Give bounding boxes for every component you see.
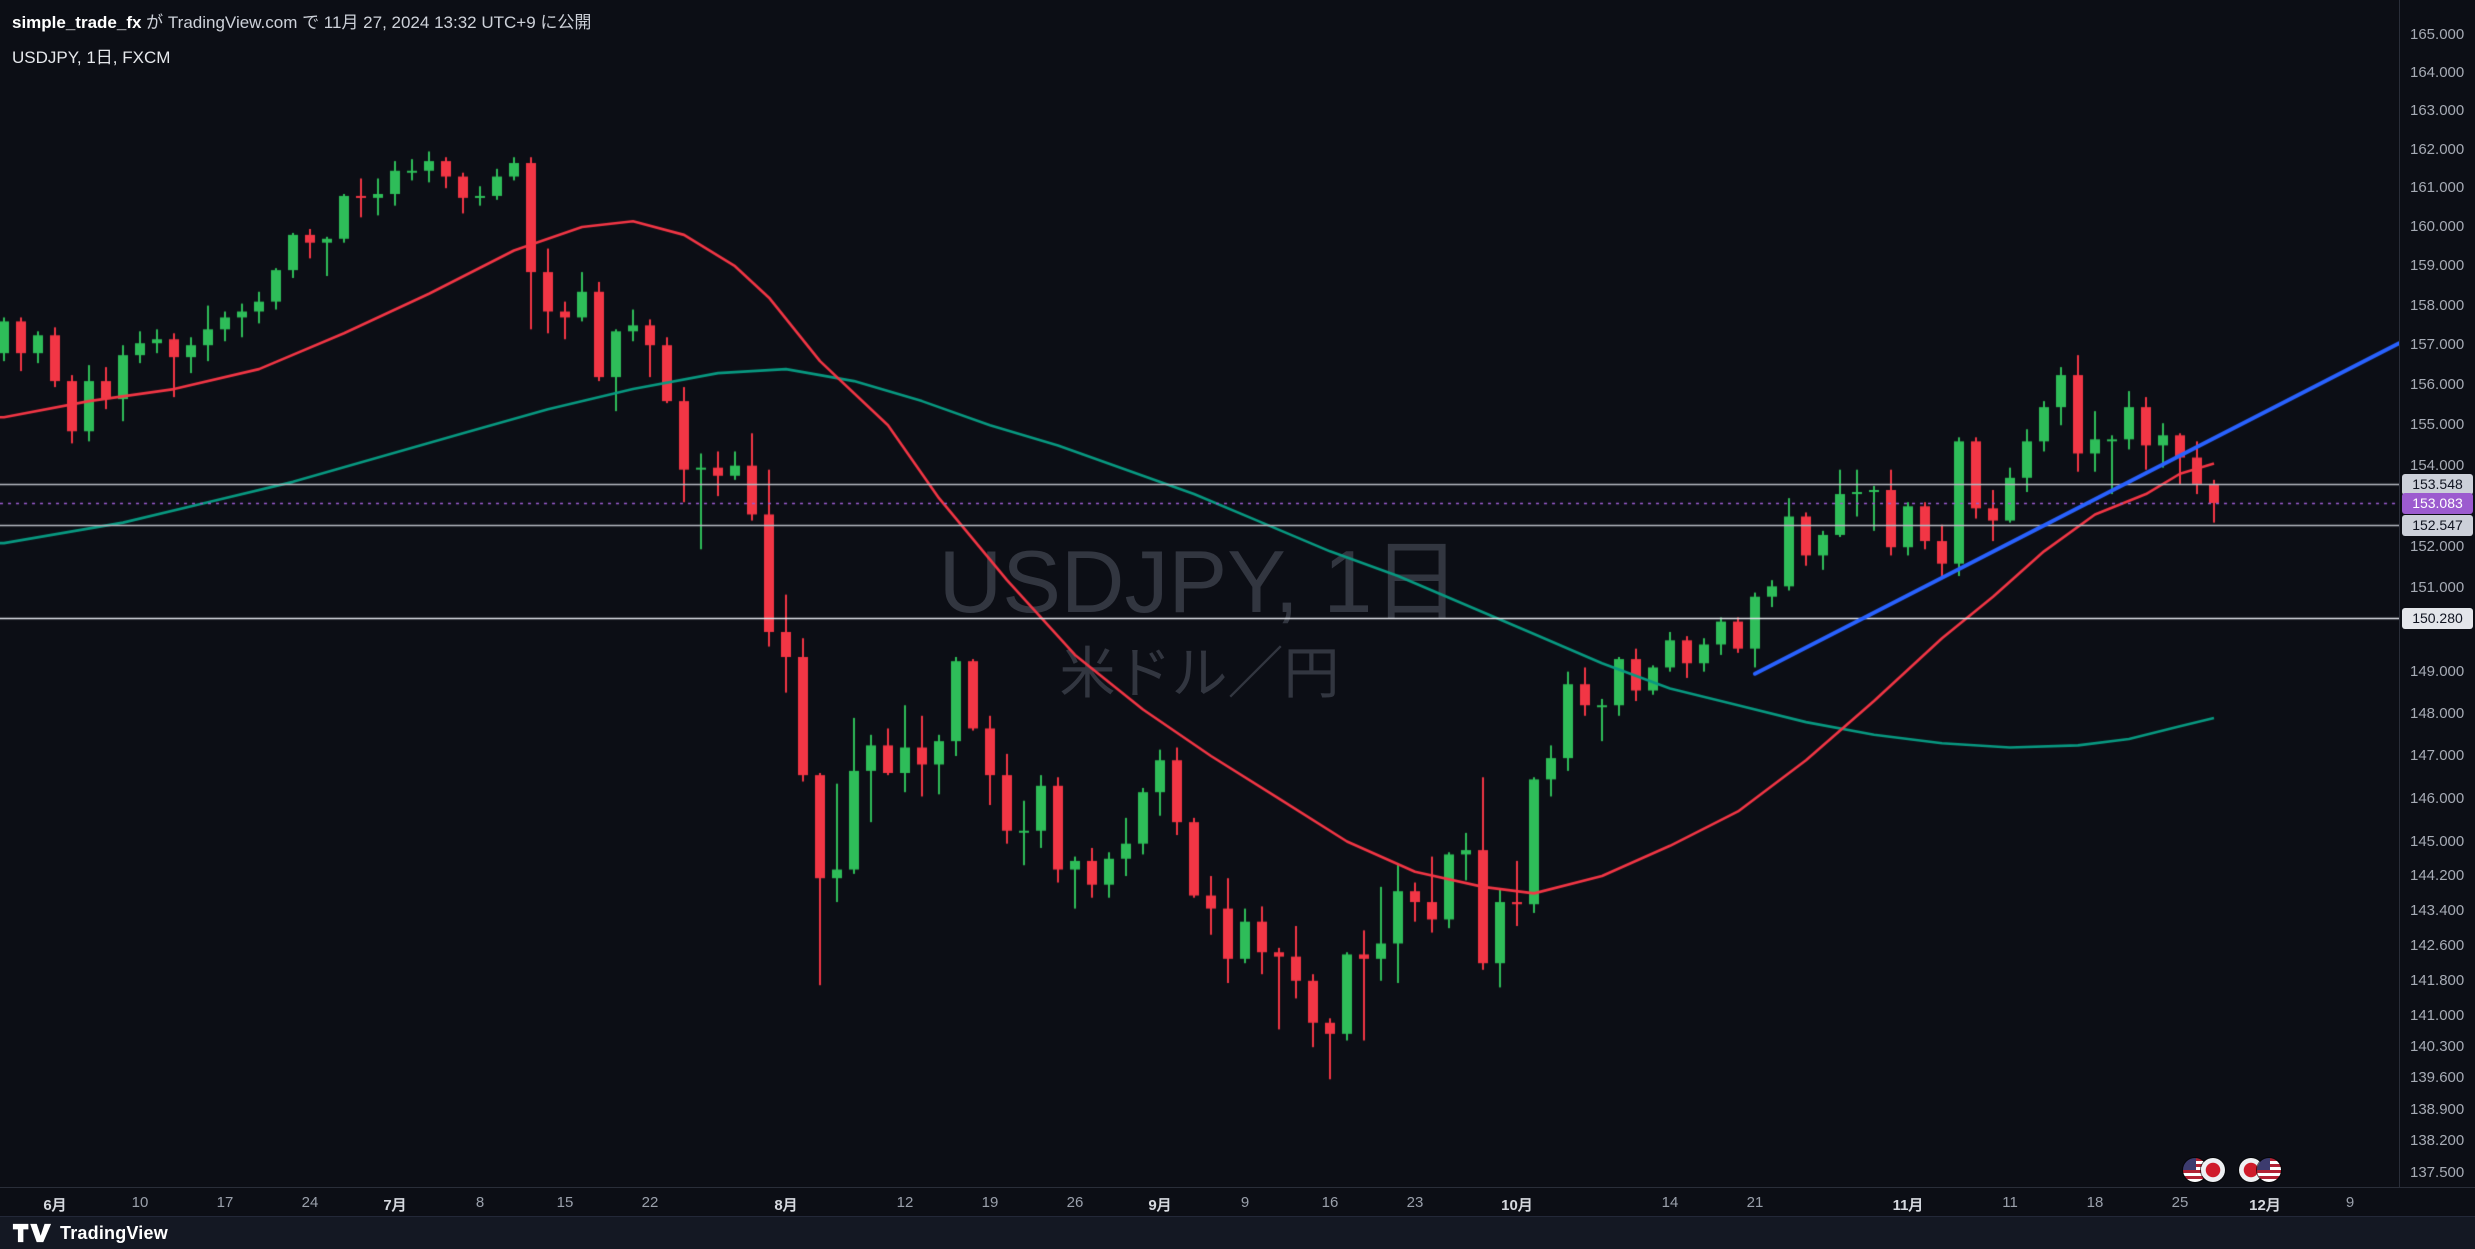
footer-bar: TradingView [0,1216,2475,1249]
time-tick-label: 21 [1746,1194,1764,1211]
time-tick-label: 10月 [1501,1197,1533,1214]
symbol-title: USDJPY, 1日, FXCM [12,48,171,67]
price-tick-label: 139.600 [2410,1069,2465,1087]
price-tick-label: 140.300 [2410,1038,2465,1056]
time-tick-label: 22 [641,1194,659,1211]
price-chart-canvas[interactable] [0,0,2399,1187]
time-tick-label: 11 [2002,1194,2018,1211]
price-tick-label: 148.000 [2410,704,2465,722]
symbol-flags [2183,1158,2281,1182]
price-tick-label: 137.500 [2410,1164,2465,1181]
price-tick-label: 159.000 [2410,257,2465,275]
price-tick-label: 152.000 [2410,538,2465,556]
time-tick-label: 11月 [1892,1197,1924,1214]
time-tick-label: 19 [981,1194,999,1211]
time-tick-label: 9 [1240,1194,1250,1211]
tradingview-wordmark: TradingView [60,1222,168,1243]
price-axis[interactable]: 165.000 164.000 163.000 162.000 161.000 160.0… [2399,0,2475,1187]
time-tick-label: 8 [475,1194,485,1211]
time-tick-label: 14 [1661,1194,1679,1211]
price-tick-label: 161.000 [2410,179,2465,197]
price-tick-label: 147.000 [2410,746,2465,764]
price-tick-label: 164.000 [2410,63,2465,81]
price-tick-label: 165.000 [2410,26,2465,43]
tradingview-logo-icon [12,1223,52,1243]
price-tick-label: 144.200 [2410,867,2465,885]
time-tick-label: 8月 [774,1197,798,1214]
price-line-label[interactable]: 150.280 [2402,608,2473,630]
time-tick-label: 24 [301,1194,319,1211]
price-tick-label: 143.400 [2410,901,2465,919]
usdjpy-flag-pair-2 [2239,1158,2281,1182]
price-tick-label: 141.000 [2410,1007,2465,1025]
us-flag-icon [2257,1158,2281,1182]
time-tick-label: 26 [1066,1194,1084,1211]
time-tick-label: 25 [2171,1194,2189,1211]
price-tick-label: 142.600 [2410,936,2465,954]
price-tick-label: 162.000 [2410,140,2465,158]
japan-flag-icon [2201,1158,2225,1182]
price-tick-label: 138.900 [2410,1100,2465,1118]
time-tick-label: 17 [216,1194,234,1211]
price-tick-label: 160.000 [2410,218,2465,236]
price-tick-label: 157.000 [2410,336,2465,354]
time-tick-label: 18 [2086,1194,2104,1211]
tradingview-logo[interactable]: TradingView [12,1223,168,1244]
price-line-label[interactable]: 153.548 [2402,473,2473,495]
price-tick-label: 163.000 [2410,102,2465,120]
price-tick-label: 151.000 [2410,579,2465,597]
publish-info: が TradingView.com で 11月 27, 2024 13:32 U… [141,13,592,32]
price-tick-label: 154.000 [2410,456,2465,474]
price-tick-label: 155.000 [2410,416,2465,434]
time-tick-label: 12 [896,1194,914,1211]
price-tick-label: 149.000 [2410,662,2465,680]
chart-legend: simple_trade_fx が TradingView.com で 11月 … [12,8,591,68]
publish-attribution: simple_trade_fx が TradingView.com で 11月 … [12,8,591,33]
price-tick-label: 158.000 [2410,296,2465,314]
time-axis[interactable]: 6月 10 17 24 7月 8 15 22 8月 12 19 26 9月 9 16 23 10月 14 21 11月… [0,1187,2475,1216]
price-tick-label: 146.000 [2410,789,2465,807]
price-line-label[interactable]: 152.547 [2402,514,2473,536]
time-tick-label: 7月 [383,1197,407,1214]
time-tick-label: 12月 [2249,1197,2281,1214]
price-line-label[interactable]: 153.083 [2402,492,2473,514]
time-tick-label: 6月 [43,1197,67,1214]
usdjpy-flag-pair [2183,1158,2225,1182]
price-tick-label: 138.200 [2410,1132,2465,1150]
time-tick-label: 10 [131,1194,149,1211]
time-tick-label: 16 [1321,1194,1339,1211]
time-tick-label: 15 [556,1194,574,1211]
time-tick-label: 9月 [1148,1197,1172,1214]
price-tick-label: 141.800 [2410,971,2465,989]
price-tick-label: 145.000 [2410,832,2465,850]
time-tick-label: 9 [2345,1194,2355,1211]
price-tick-label: 156.000 [2410,376,2465,394]
time-tick-label: 23 [1406,1194,1424,1211]
author-username[interactable]: simple_trade_fx [12,13,142,32]
